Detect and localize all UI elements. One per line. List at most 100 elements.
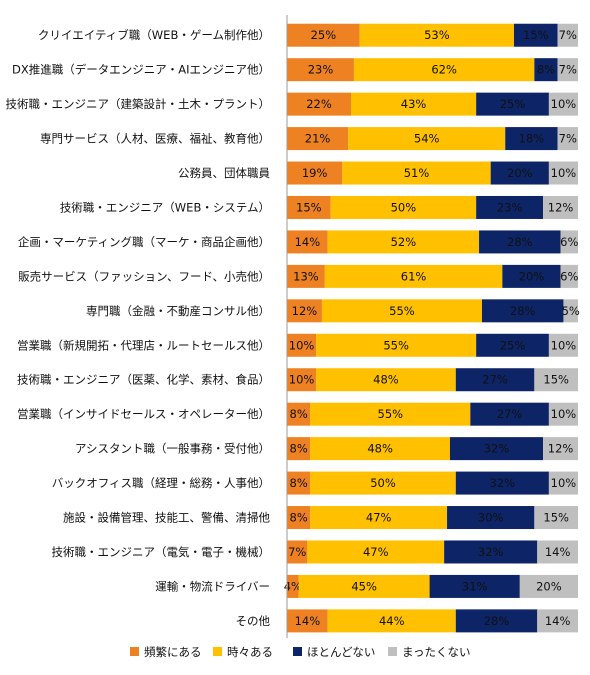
category-label: 運輸・物流ドライバー — [155, 579, 270, 593]
legend: 頻繁にある 時々ある ほとんどない まったくない — [130, 645, 471, 659]
data-label: 20% — [536, 579, 562, 593]
data-label: 32% — [490, 476, 516, 490]
data-label: 12% — [292, 304, 318, 318]
data-label: 48% — [373, 373, 399, 387]
bar-segment — [560, 264, 578, 288]
bar-segment — [563, 299, 578, 323]
data-label: 53% — [424, 28, 450, 42]
category-label: 企画・マーケティング職（マーケ・商品企画他） — [18, 235, 270, 249]
bar-segment — [287, 437, 311, 461]
data-label: 7% — [559, 63, 577, 77]
bar-segment — [287, 230, 328, 254]
data-label: 27% — [497, 407, 523, 421]
data-label: 31% — [462, 579, 488, 593]
bar-segment — [307, 540, 445, 564]
category-label: 技術職・エンジニア（建築設計・土木・プラント） — [6, 97, 271, 111]
data-label: 10% — [551, 476, 577, 490]
bar-segment — [310, 402, 471, 426]
data-label: 18% — [519, 132, 545, 146]
bar-segment — [287, 609, 328, 633]
data-label: 8% — [290, 442, 308, 456]
bar-segment — [537, 609, 578, 633]
data-label: 12% — [548, 200, 574, 214]
data-label: 20% — [507, 166, 533, 180]
bar-segment — [455, 609, 538, 633]
data-label: 20% — [519, 269, 545, 283]
bar-segment — [287, 92, 352, 116]
data-label: 44% — [379, 614, 405, 628]
data-label: 32% — [484, 442, 510, 456]
bar-segment — [557, 58, 578, 82]
data-label: 6% — [560, 235, 578, 249]
data-label: 10% — [289, 338, 315, 352]
data-label: 13% — [293, 269, 319, 283]
data-label: 19% — [302, 166, 328, 180]
bar-segment — [298, 574, 430, 598]
bar-segment — [351, 92, 477, 116]
data-label: 61% — [401, 269, 427, 283]
bar-segment — [327, 609, 456, 633]
bar-segment — [287, 540, 308, 564]
bar-segment — [287, 161, 343, 185]
bar-segment — [534, 368, 578, 392]
bar-segment — [310, 471, 456, 495]
bar-segment — [353, 58, 535, 82]
bar-segment — [324, 264, 503, 288]
bar-segment — [287, 368, 317, 392]
data-label: 25% — [500, 97, 526, 111]
legend-swatch — [293, 647, 302, 656]
bar-segment — [455, 471, 549, 495]
bar-segment — [287, 471, 311, 495]
data-label: 15% — [296, 200, 322, 214]
legend-label: 頻繁にある — [144, 645, 202, 659]
category-label: 施設・設備管理、技能工、警備、清掃他 — [63, 511, 270, 525]
data-label: 28% — [507, 235, 533, 249]
category-label: 専門職（金融・不動産コンサル他） — [86, 304, 270, 318]
bar-segment — [548, 402, 578, 426]
data-label: 15% — [543, 373, 569, 387]
bar-segment — [548, 92, 578, 116]
bar-segment — [490, 161, 549, 185]
bar-segment — [287, 299, 322, 323]
bar-segment — [342, 161, 491, 185]
bar-segment — [513, 23, 558, 47]
bar-segment — [330, 195, 477, 219]
data-label: 10% — [551, 97, 577, 111]
bar-segment — [560, 230, 578, 254]
data-label: 10% — [551, 166, 577, 180]
data-label: 55% — [378, 407, 404, 421]
data-label: 50% — [370, 476, 396, 490]
data-label: 47% — [366, 511, 392, 525]
data-label: 10% — [289, 373, 315, 387]
bar-segment — [287, 402, 311, 426]
data-label: 15% — [543, 511, 569, 525]
bar-segment — [310, 506, 448, 530]
data-label: 8% — [290, 407, 308, 421]
bar-segment — [548, 161, 578, 185]
category-label: クリイエイティブ職（WEB・ゲーム制作他） — [38, 28, 270, 42]
bar-segment — [447, 506, 535, 530]
bar-segment — [348, 127, 506, 151]
data-label: 28% — [510, 304, 536, 318]
data-label: 6% — [560, 269, 578, 283]
bar-segment — [449, 437, 544, 461]
data-label: 8% — [290, 476, 308, 490]
bar-segment — [502, 264, 561, 288]
bar-segment — [470, 402, 549, 426]
category-label: 公務員、団体職員 — [178, 166, 270, 180]
bar-segment — [505, 127, 558, 151]
bar-segment — [287, 506, 311, 530]
legend-label: 時々ある — [227, 645, 273, 659]
category-label: 技術職・エンジニア（WEB・システム） — [60, 200, 270, 214]
data-label: 62% — [431, 63, 457, 77]
bar-segment — [543, 437, 578, 461]
bar-segment — [476, 333, 549, 357]
legend-label: まったくない — [402, 645, 471, 659]
data-label: 23% — [308, 63, 334, 77]
category-label: 販売サービス（ファッション、フード、小売他） — [18, 269, 270, 283]
data-label: 27% — [482, 373, 508, 387]
category-label: 営業職（インサイドセールス・オペレーター他） — [17, 407, 270, 421]
category-labels: クリイエイティブ職（WEB・ゲーム制作他） DX推進職（データエンジニア・AIエン… — [6, 28, 271, 628]
data-label: 48% — [367, 442, 393, 456]
category-label: 技術職・エンジニア（医薬、化学、素材、食品） — [17, 373, 270, 387]
